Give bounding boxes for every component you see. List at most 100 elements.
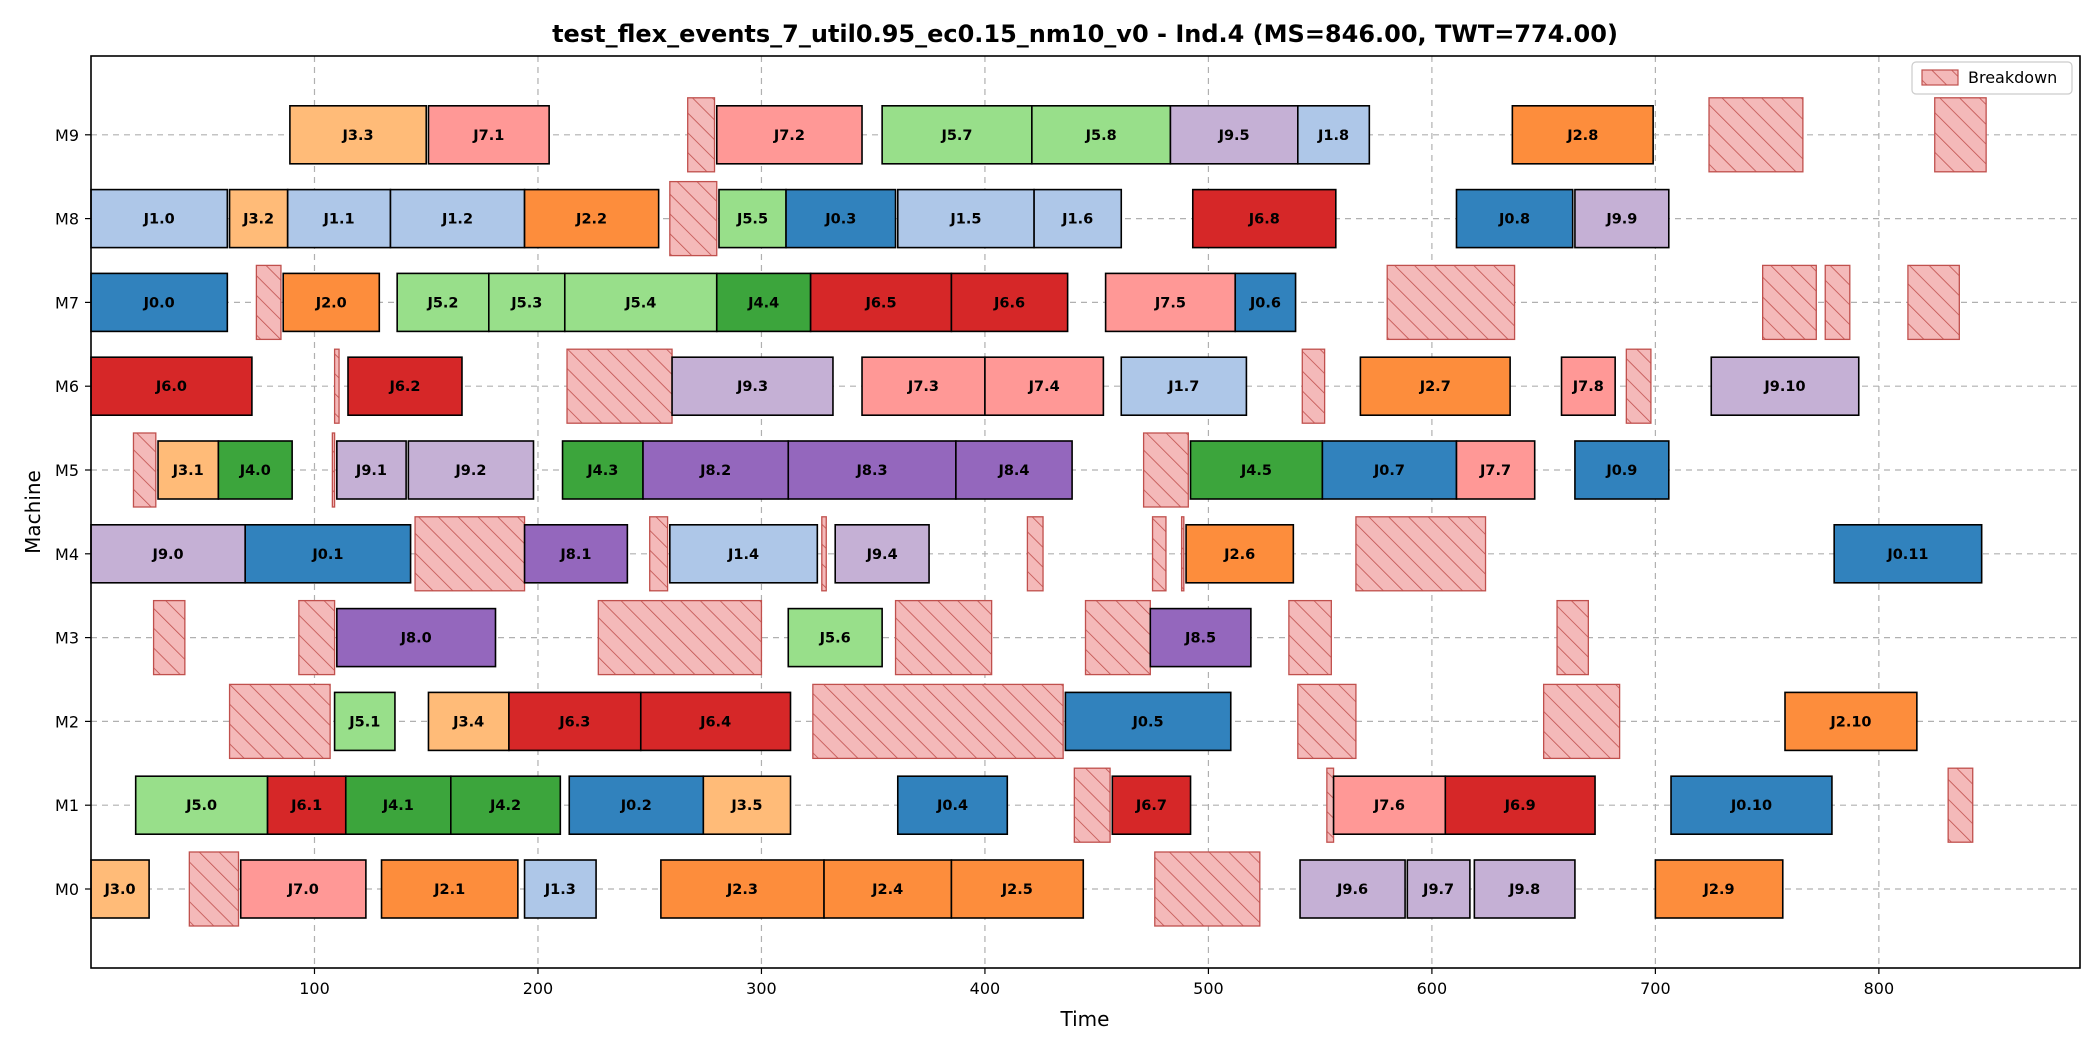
operation-bar [671, 356, 834, 417]
operation-bar [669, 523, 819, 584]
operation-label: J2.1 [433, 882, 465, 898]
operation-bar [90, 859, 150, 919]
breakdown-bar [255, 264, 282, 341]
operation-bar [1104, 272, 1237, 333]
breakdown-bar [669, 180, 718, 257]
operation-bar [955, 440, 1073, 500]
operation-bar [950, 272, 1069, 333]
operation-label: J5.7 [940, 128, 972, 144]
operation-bar [896, 775, 1009, 836]
operation-bar [286, 188, 392, 249]
operation-bar [450, 775, 562, 836]
operation-bar [1299, 859, 1406, 919]
operation-bar [642, 440, 790, 500]
plot-frame [90, 55, 2081, 969]
operation-label: J3.2 [242, 212, 274, 228]
operation-bar [427, 105, 550, 165]
breakdown-bar [649, 516, 669, 592]
operation-label: J4.3 [586, 463, 618, 479]
operation-label: J2.6 [1223, 547, 1255, 563]
operation-label: J5.3 [510, 295, 542, 311]
legend: Breakdown [1911, 61, 2073, 95]
operation-bar [787, 607, 883, 668]
operation-bar [1574, 188, 1670, 249]
operation-label: J7.3 [907, 379, 939, 395]
operation-label: J7.7 [1479, 463, 1511, 479]
operation-label: J1.4 [727, 547, 759, 563]
breakdown-bar [1154, 851, 1261, 927]
operation-bar [984, 356, 1105, 417]
y-tick-label: M8 [55, 210, 79, 229]
breakdown-bar [1142, 432, 1189, 508]
breakdown-bar [1084, 599, 1151, 676]
operation-label: J9.4 [866, 547, 898, 563]
operation-bar [568, 775, 705, 836]
operation-bar [427, 691, 510, 752]
breakdown-bar [331, 432, 336, 508]
operation-label: J2.8 [1566, 128, 1598, 144]
operation-bar [1332, 775, 1447, 836]
chart-title: test_flex_events_7_util0.95_ec0.15_nm10_… [552, 20, 1618, 48]
operation-label: J6.2 [388, 379, 420, 395]
operation-label: J5.0 [185, 798, 217, 814]
operation-bar [289, 105, 428, 165]
legend-breakdown-label: Breakdown [1968, 68, 2057, 87]
operation-label: J1.8 [1317, 128, 1349, 144]
breakdown-bar [1708, 97, 1804, 173]
operation-bar [1359, 356, 1511, 417]
y-axis-label: Machine [21, 470, 45, 554]
operation-label: J8.2 [699, 463, 731, 479]
bars-layer: J3.0 J7.0 J2.1 J1.3 J2.3 J2.4 J2.5 J9.6 J9.7 J9.8… [90, 97, 1987, 927]
operation-label: J7.6 [1373, 798, 1405, 814]
operation-label: J1.3 [544, 882, 576, 898]
operation-label: J2.2 [575, 212, 607, 228]
breakdown-bar [298, 599, 336, 676]
x-axis-label: Time [1060, 1007, 1110, 1031]
operation-label: J2.7 [1419, 379, 1451, 395]
operation-label: J0.10 [1730, 798, 1772, 814]
operation-label: J2.10 [1829, 714, 1871, 730]
operation-label: J8.4 [997, 463, 1029, 479]
operation-label: J5.2 [426, 295, 458, 311]
operation-bar [718, 188, 787, 249]
operation-bar [1406, 859, 1471, 919]
operation-label: J0.3 [824, 212, 856, 228]
axes-layer: 100 200 300 400 500 600 700 800 M0 M1 M2 M3 M4 M5 M6 M7… [55, 126, 1894, 998]
operation-label: J6.5 [864, 295, 896, 311]
operation-bar [702, 775, 792, 836]
operation-label: J0.6 [1249, 295, 1281, 311]
y-tick-label: M1 [55, 796, 79, 815]
operation-label: J7.1 [472, 128, 504, 144]
operation-label: J6.4 [699, 714, 731, 730]
breakdown-bar [228, 683, 331, 760]
x-tick-label: 800 [1864, 979, 1895, 998]
operation-label: J0.1 [311, 547, 343, 563]
operation-bar [1560, 356, 1616, 417]
operation-label: J2.9 [1703, 882, 1735, 898]
operation-bar [1191, 188, 1337, 249]
operation-bar [1710, 356, 1860, 417]
operation-label: J6.1 [290, 798, 322, 814]
operation-label: J9.9 [1605, 212, 1637, 228]
operation-label: J5.5 [736, 212, 768, 228]
breakdown-bar [152, 599, 186, 676]
operation-bar [407, 440, 535, 500]
operation-label: J3.5 [730, 798, 762, 814]
operation-bar [1574, 440, 1670, 500]
operation-label: J8.5 [1184, 631, 1216, 647]
operation-bar [389, 188, 526, 249]
operation-bar [1444, 775, 1596, 836]
operation-label: J2.0 [315, 295, 347, 311]
breakdown-bar [333, 348, 340, 424]
breakdown-bar [894, 599, 993, 676]
operation-bar [282, 272, 381, 333]
operation-bar [1833, 523, 1983, 584]
breakdown-bar [1151, 516, 1167, 592]
x-tick-label: 600 [1417, 979, 1448, 998]
operation-bar [809, 272, 953, 333]
breakdown-bar [1625, 348, 1652, 424]
operation-label: J1.1 [323, 212, 355, 228]
operation-label: J6.9 [1504, 798, 1536, 814]
y-tick-label: M6 [55, 377, 79, 396]
